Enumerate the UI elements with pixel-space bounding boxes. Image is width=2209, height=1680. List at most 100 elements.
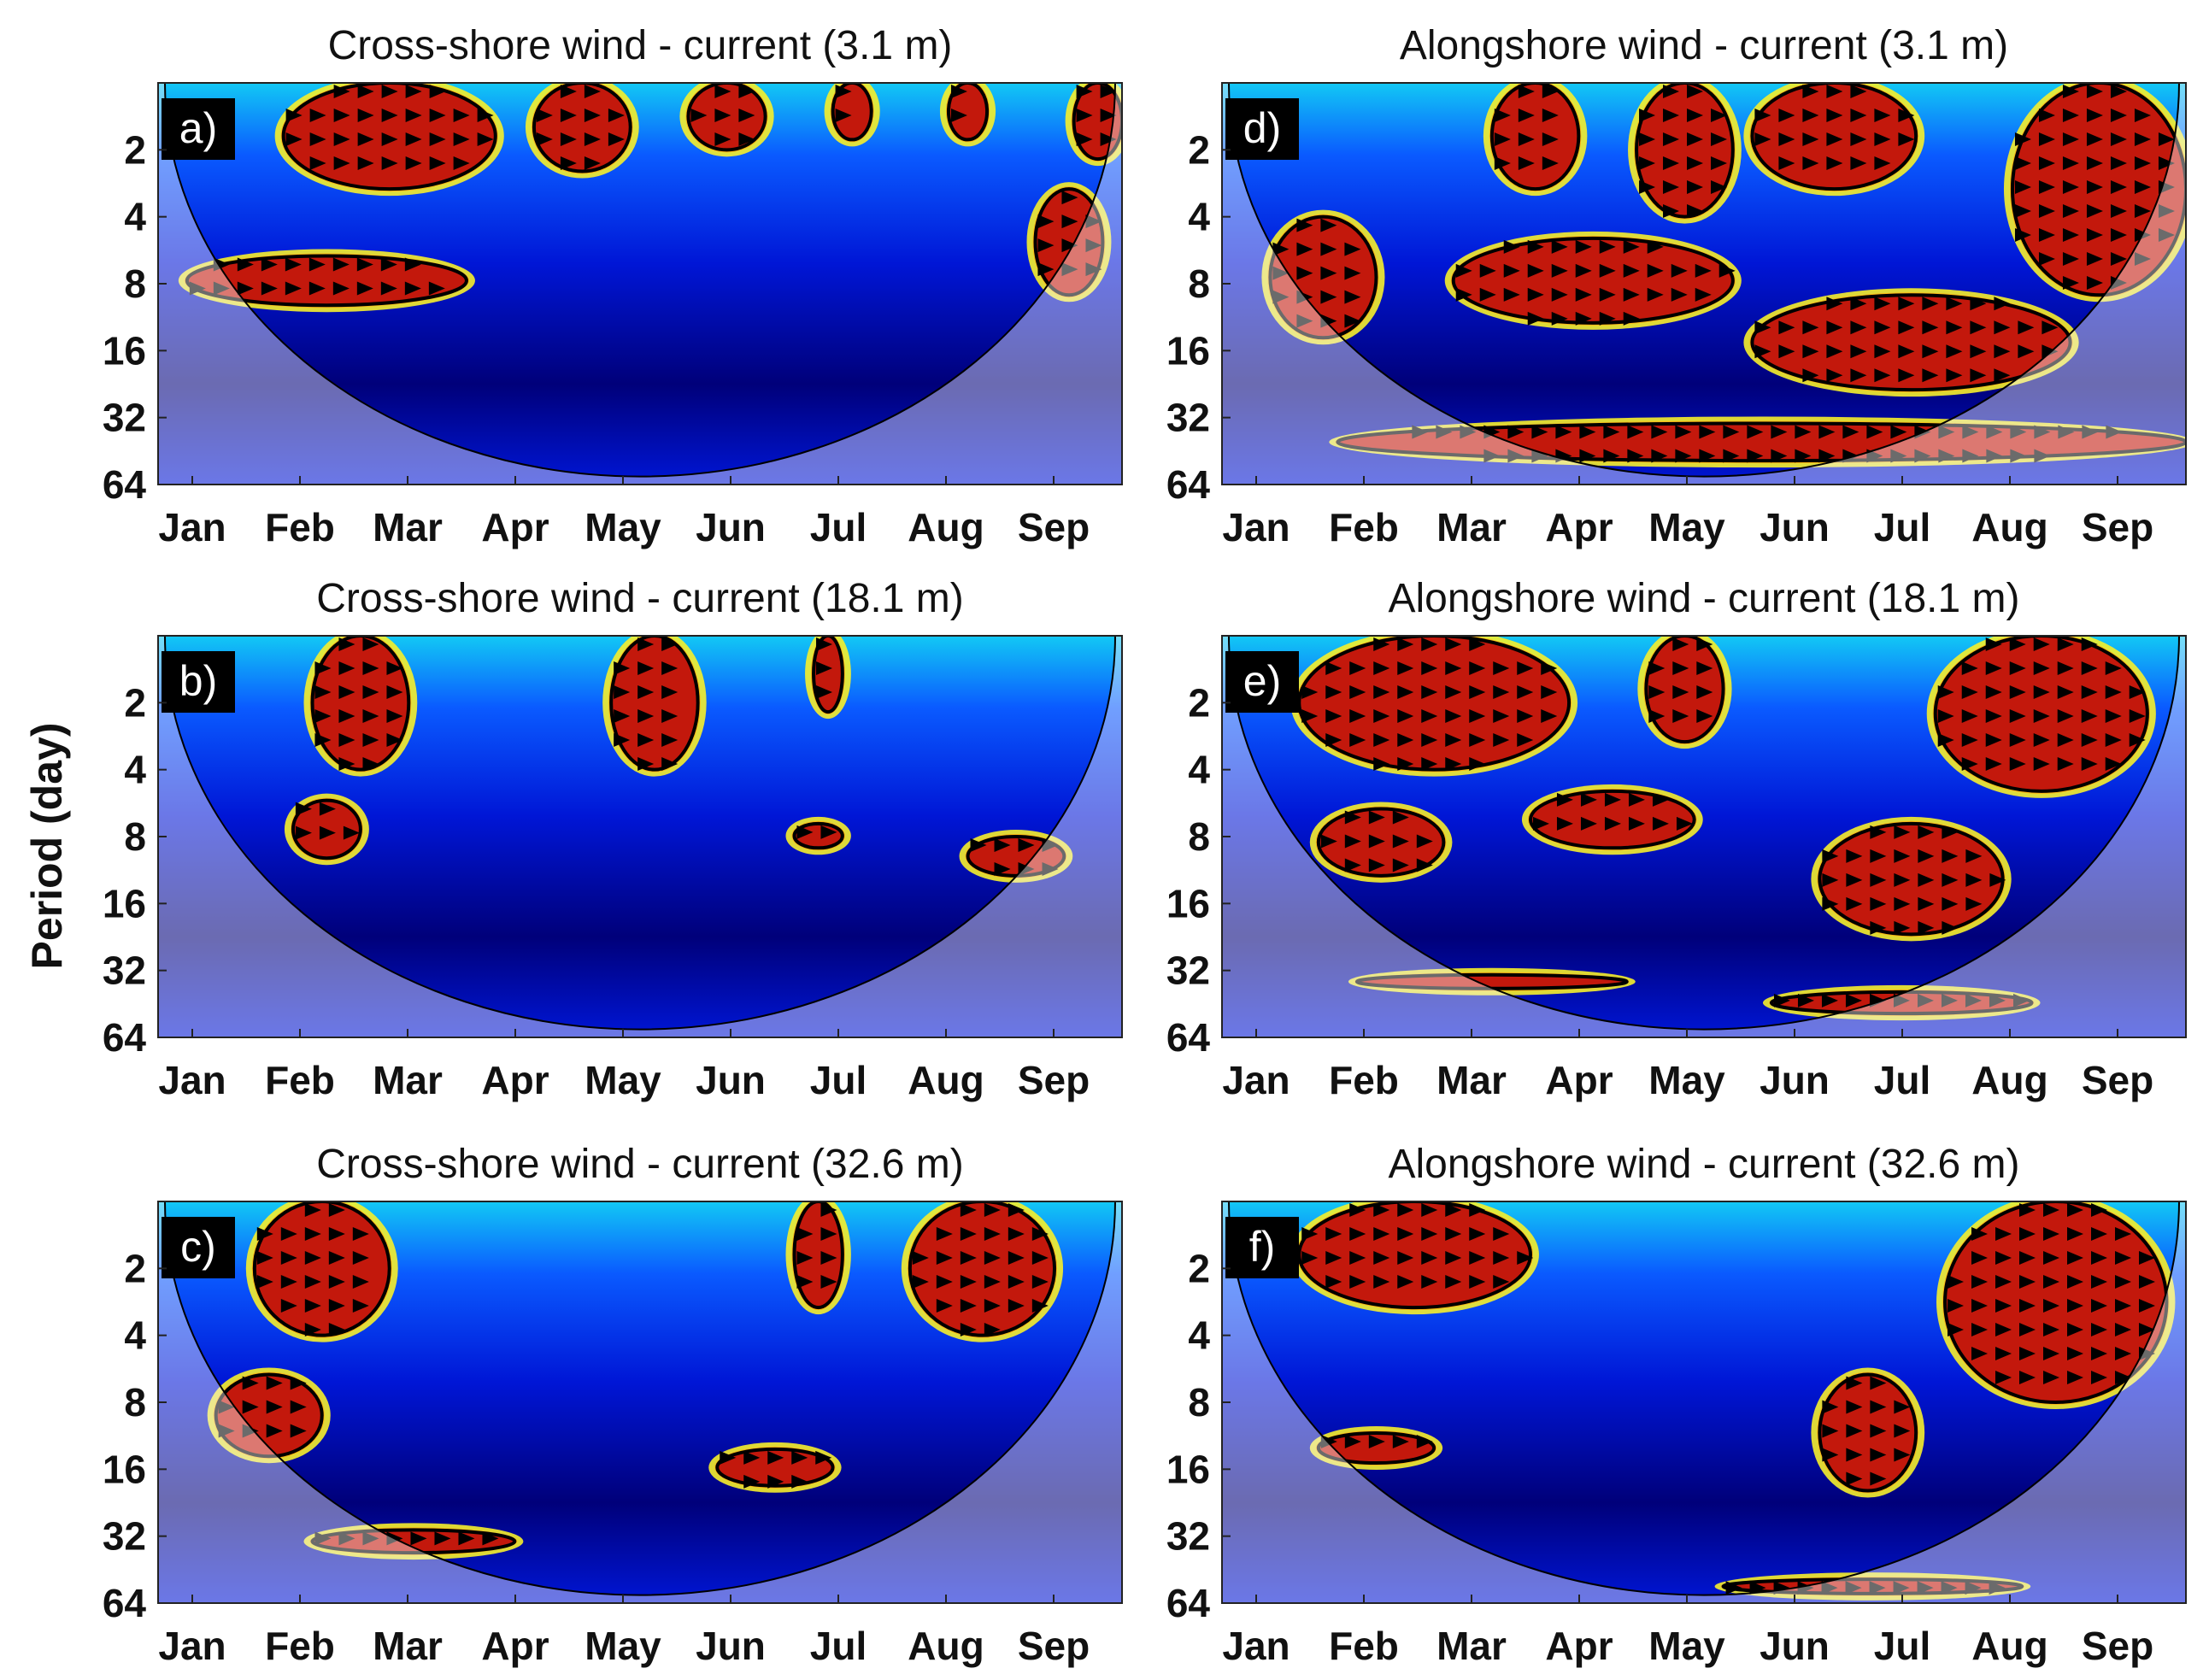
phase-arrow (1941, 1581, 1958, 1595)
phase-arrow (2034, 425, 2051, 439)
phase-arrow (743, 1474, 761, 1489)
phase-arrow (2019, 1323, 2036, 1336)
phase-arrow (2134, 109, 2151, 122)
phase-arrow (1663, 204, 1680, 218)
phase-arrow (1397, 661, 1414, 675)
phase-arrow (2067, 1203, 2083, 1217)
phase-arrow (2033, 733, 2050, 747)
significant-region (1483, 83, 1588, 197)
phase-arrow (1349, 733, 1366, 747)
phase-arrow (2081, 685, 2098, 699)
phase-arrow (1416, 834, 1433, 849)
phase-arrow (1421, 709, 1438, 723)
phase-arrow (1850, 368, 1867, 383)
phase-arrow (950, 109, 967, 122)
phase-arrow (2110, 204, 2127, 218)
phase-arrow (1008, 1203, 1025, 1217)
phase-arrow (1718, 263, 1736, 278)
phase-arrow (912, 1251, 929, 1265)
phase-arrow (1917, 993, 1934, 1007)
phase-arrow (1412, 425, 1429, 439)
phase-arrow (1850, 297, 1867, 311)
cone-of-influence-line (164, 1201, 1116, 1596)
phase-arrow (1989, 993, 2006, 1007)
phase-arrow (1918, 849, 1935, 863)
phase-arrow (1914, 449, 1931, 463)
phase-arrow (1771, 449, 1788, 463)
significant-region (284, 793, 369, 866)
phase-arrow (328, 1275, 345, 1289)
phase-arrow (1946, 368, 1963, 383)
phase-arrow (2105, 685, 2122, 699)
phase-arrow (1349, 661, 1366, 675)
phase-arrow (1671, 263, 1688, 278)
x-tick-label: May (585, 1624, 661, 1668)
y-tick-label: 2 (1188, 1246, 1210, 1290)
phase-arrow (1870, 1471, 1887, 1486)
phase-arrow (796, 825, 814, 839)
phase-arrow (2043, 1275, 2059, 1289)
phase-arrow (2057, 709, 2074, 723)
phase-arrow (2086, 228, 2103, 242)
phase-arrow (380, 281, 397, 296)
phase-arrow (1894, 920, 1911, 935)
phase-arrow (338, 757, 355, 771)
phase-arrow (2014, 156, 2031, 170)
phase-arrow (2009, 685, 2026, 699)
phase-arrow (2019, 1299, 2036, 1313)
panel-title: Cross-shore wind - current (18.1 m) (316, 576, 964, 621)
panel-c: Cross-shore wind - current (32.6 m) c) 2 4 8… (103, 1142, 1123, 1668)
phase-arrow (820, 1251, 837, 1265)
phase-arrow (1436, 425, 1453, 439)
phase-arrow (1301, 685, 1319, 699)
phase-arrow (1541, 709, 1558, 723)
phase-arrow (1532, 816, 1549, 831)
phase-arrow (1870, 1448, 1887, 1462)
phase-arrow (1898, 344, 1915, 359)
phase-arrow (1941, 993, 1958, 1007)
phase-arrow (1971, 1323, 1988, 1336)
phase-arrow (290, 1376, 307, 1390)
phase-arrow (637, 661, 655, 675)
phase-arrow (2081, 757, 2098, 771)
panel-label: b) (162, 651, 235, 713)
phase-arrow (1985, 757, 2002, 771)
panel-label-text: a) (179, 104, 217, 152)
phase-arrow (338, 685, 355, 699)
phase-arrow (1850, 156, 1867, 170)
phase-arrow (1937, 733, 1954, 747)
phase-arrow (1493, 709, 1510, 723)
phase-arrow (1037, 238, 1055, 253)
phase-arrow (1531, 425, 1548, 439)
phase-arrow (1076, 132, 1093, 146)
phase-arrow (1037, 262, 1055, 277)
phase-arrow (1651, 425, 1668, 439)
phase-arrow (1493, 733, 1510, 747)
phase-arrow (2067, 1371, 2083, 1384)
phase-arrow (362, 685, 379, 699)
phase-arrow (1301, 1227, 1319, 1241)
phase-arrow (1579, 449, 1596, 463)
phase-arrow (1455, 287, 1472, 302)
phase-arrow (1842, 449, 1859, 463)
phase-arrow (1018, 862, 1035, 876)
phase-arrow (2139, 1323, 2155, 1336)
y-tick-label: 64 (1166, 1015, 1211, 1060)
phase-arrow (796, 1275, 814, 1289)
phase-arrow (2105, 661, 2122, 675)
phase-arrow (1971, 1227, 1988, 1241)
phase-arrow (2091, 1371, 2107, 1384)
phase-arrow (357, 85, 374, 98)
phase-arrow (1542, 156, 1559, 170)
phase-arrow (1301, 709, 1319, 723)
phase-arrow (1802, 368, 1819, 383)
phase-arrow (1893, 1581, 1910, 1595)
phase-arrow (1994, 344, 2011, 359)
phase-arrow (936, 1275, 953, 1289)
phase-arrow (338, 1531, 355, 1546)
phase-arrow (1296, 266, 1313, 280)
phase-arrow (2086, 132, 2103, 146)
x-tick-label: Aug (908, 1624, 984, 1668)
y-tick-label: 4 (124, 1313, 146, 1358)
phase-arrow (1325, 1227, 1342, 1241)
